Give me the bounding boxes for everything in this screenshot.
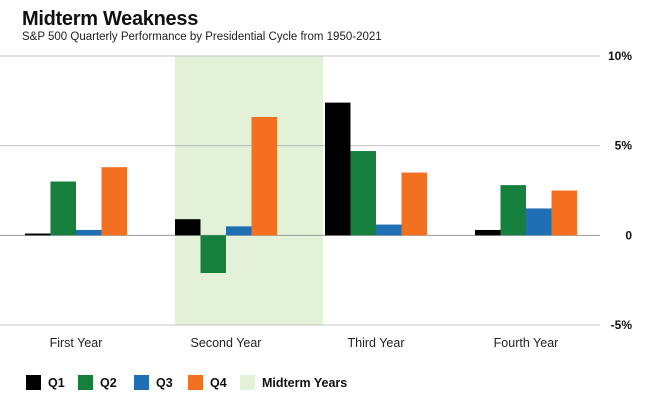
x-tick-label: Second Year bbox=[191, 336, 262, 350]
legend-label: Q3 bbox=[156, 376, 173, 390]
y-tick-label: 0 bbox=[625, 228, 632, 242]
bar-q4-third-year bbox=[401, 172, 427, 236]
legend-swatch bbox=[26, 375, 41, 390]
legend-label: Midterm Years bbox=[262, 376, 347, 390]
bar-q3-first-year bbox=[76, 229, 102, 236]
bar-q3-third-year bbox=[376, 224, 402, 236]
legend-swatch bbox=[240, 375, 255, 390]
legend-label: Q4 bbox=[210, 376, 227, 390]
x-tick-label: Third Year bbox=[348, 336, 405, 350]
legend-swatch bbox=[188, 375, 203, 390]
bar-q1-first-year bbox=[25, 233, 51, 236]
highlight-band-midterm bbox=[175, 56, 323, 325]
bar-q3-second-year bbox=[226, 226, 252, 236]
bar-q1-second-year bbox=[175, 219, 201, 236]
chart-subtitle: S&P 500 Quarterly Performance by Preside… bbox=[22, 31, 382, 43]
bar-q1-fourth-year bbox=[475, 229, 501, 236]
bar-q4-second-year bbox=[251, 116, 277, 236]
bar-q2-first-year bbox=[50, 181, 76, 236]
bar-q2-second-year bbox=[200, 235, 226, 273]
y-tick-label: -5% bbox=[611, 318, 633, 332]
bar-q2-fourth-year bbox=[500, 185, 526, 236]
legend-swatch bbox=[134, 375, 149, 390]
bar-q3-fourth-year bbox=[526, 208, 552, 236]
bar-q4-fourth-year bbox=[551, 190, 577, 236]
y-tick-label: 5% bbox=[615, 139, 633, 153]
bar-q1-third-year bbox=[325, 102, 351, 236]
legend-label: Q2 bbox=[100, 376, 117, 390]
chart-title: Midterm Weakness bbox=[22, 8, 199, 30]
legend-swatch bbox=[78, 375, 93, 390]
legend-label: Q1 bbox=[48, 376, 65, 390]
x-tick-label: First Year bbox=[50, 336, 103, 350]
bar-q4-first-year bbox=[101, 167, 127, 236]
y-tick-label: 10% bbox=[608, 49, 632, 63]
bar-q2-third-year bbox=[350, 151, 376, 236]
x-tick-label: Fourth Year bbox=[494, 336, 559, 350]
